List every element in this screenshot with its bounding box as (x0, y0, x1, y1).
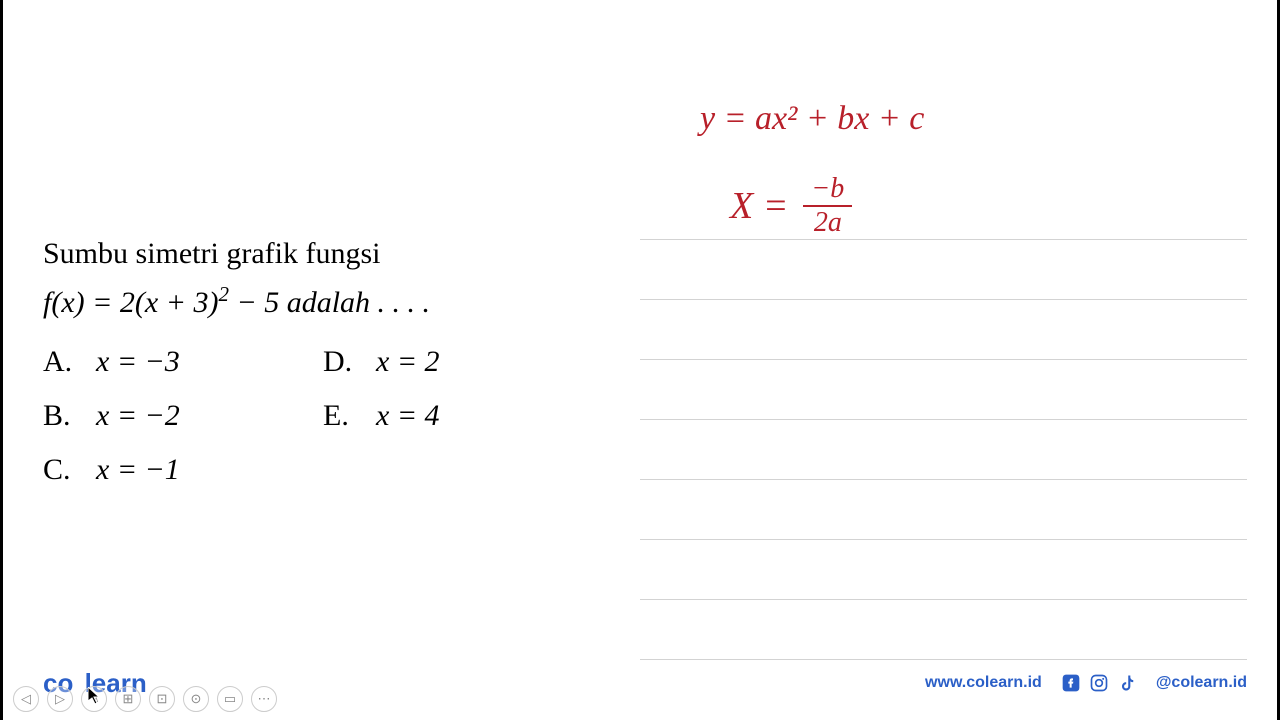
presentation-toolbar: ◁ ▷ ✎ ⊞ ⊡ ⊙ ▭ ⋯ (13, 686, 277, 712)
question-line1: Sumbu simetri grafik fungsi (43, 230, 640, 278)
footer-right: www.colearn.id @colearn.id (925, 672, 1247, 694)
option-b: B. x = −2 (43, 399, 323, 433)
fraction: −b 2a (803, 175, 852, 237)
instagram-icon (1088, 672, 1110, 694)
work-panel: y = ax² + bx + c X = −b 2a (640, 60, 1277, 720)
zoom-button[interactable]: ⊙ (183, 686, 209, 712)
prev-button[interactable]: ◁ (13, 686, 39, 712)
main-content: Sumbu simetri grafik fungsi f(x) = 2(x +… (3, 0, 1277, 720)
facebook-icon (1060, 672, 1082, 694)
pen-button[interactable]: ✎ (81, 686, 107, 712)
website-url: www.colearn.id (925, 674, 1042, 692)
question-text: Sumbu simetri grafik fungsi f(x) = 2(x +… (43, 230, 640, 327)
social-icons (1060, 672, 1138, 694)
option-c: C. x = −1 (43, 453, 323, 487)
question-formula: f(x) = 2(x + 3)2 − 5 adalah . . . . (43, 278, 640, 327)
option-a: A. x = −3 (43, 345, 323, 379)
option-d: D. x = 2 (323, 345, 603, 379)
tiktok-icon (1116, 672, 1138, 694)
screen-button[interactable]: ▭ (217, 686, 243, 712)
handwriting-eq2: X = −b 2a (730, 175, 852, 237)
social-handle: @colearn.id (1156, 674, 1247, 692)
option-e: E. x = 4 (323, 399, 603, 433)
ruled-lines (640, 180, 1247, 660)
slides-button[interactable]: ⊡ (149, 686, 175, 712)
more-button[interactable]: ⋯ (251, 686, 277, 712)
handwriting-eq1: y = ax² + bx + c (700, 100, 924, 138)
next-button[interactable]: ▷ (47, 686, 73, 712)
question-panel: Sumbu simetri grafik fungsi f(x) = 2(x +… (3, 60, 640, 720)
grid-button[interactable]: ⊞ (115, 686, 141, 712)
options-grid: A. x = −3 D. x = 2 B. x = −2 E. x = 4 C.… (43, 345, 640, 487)
